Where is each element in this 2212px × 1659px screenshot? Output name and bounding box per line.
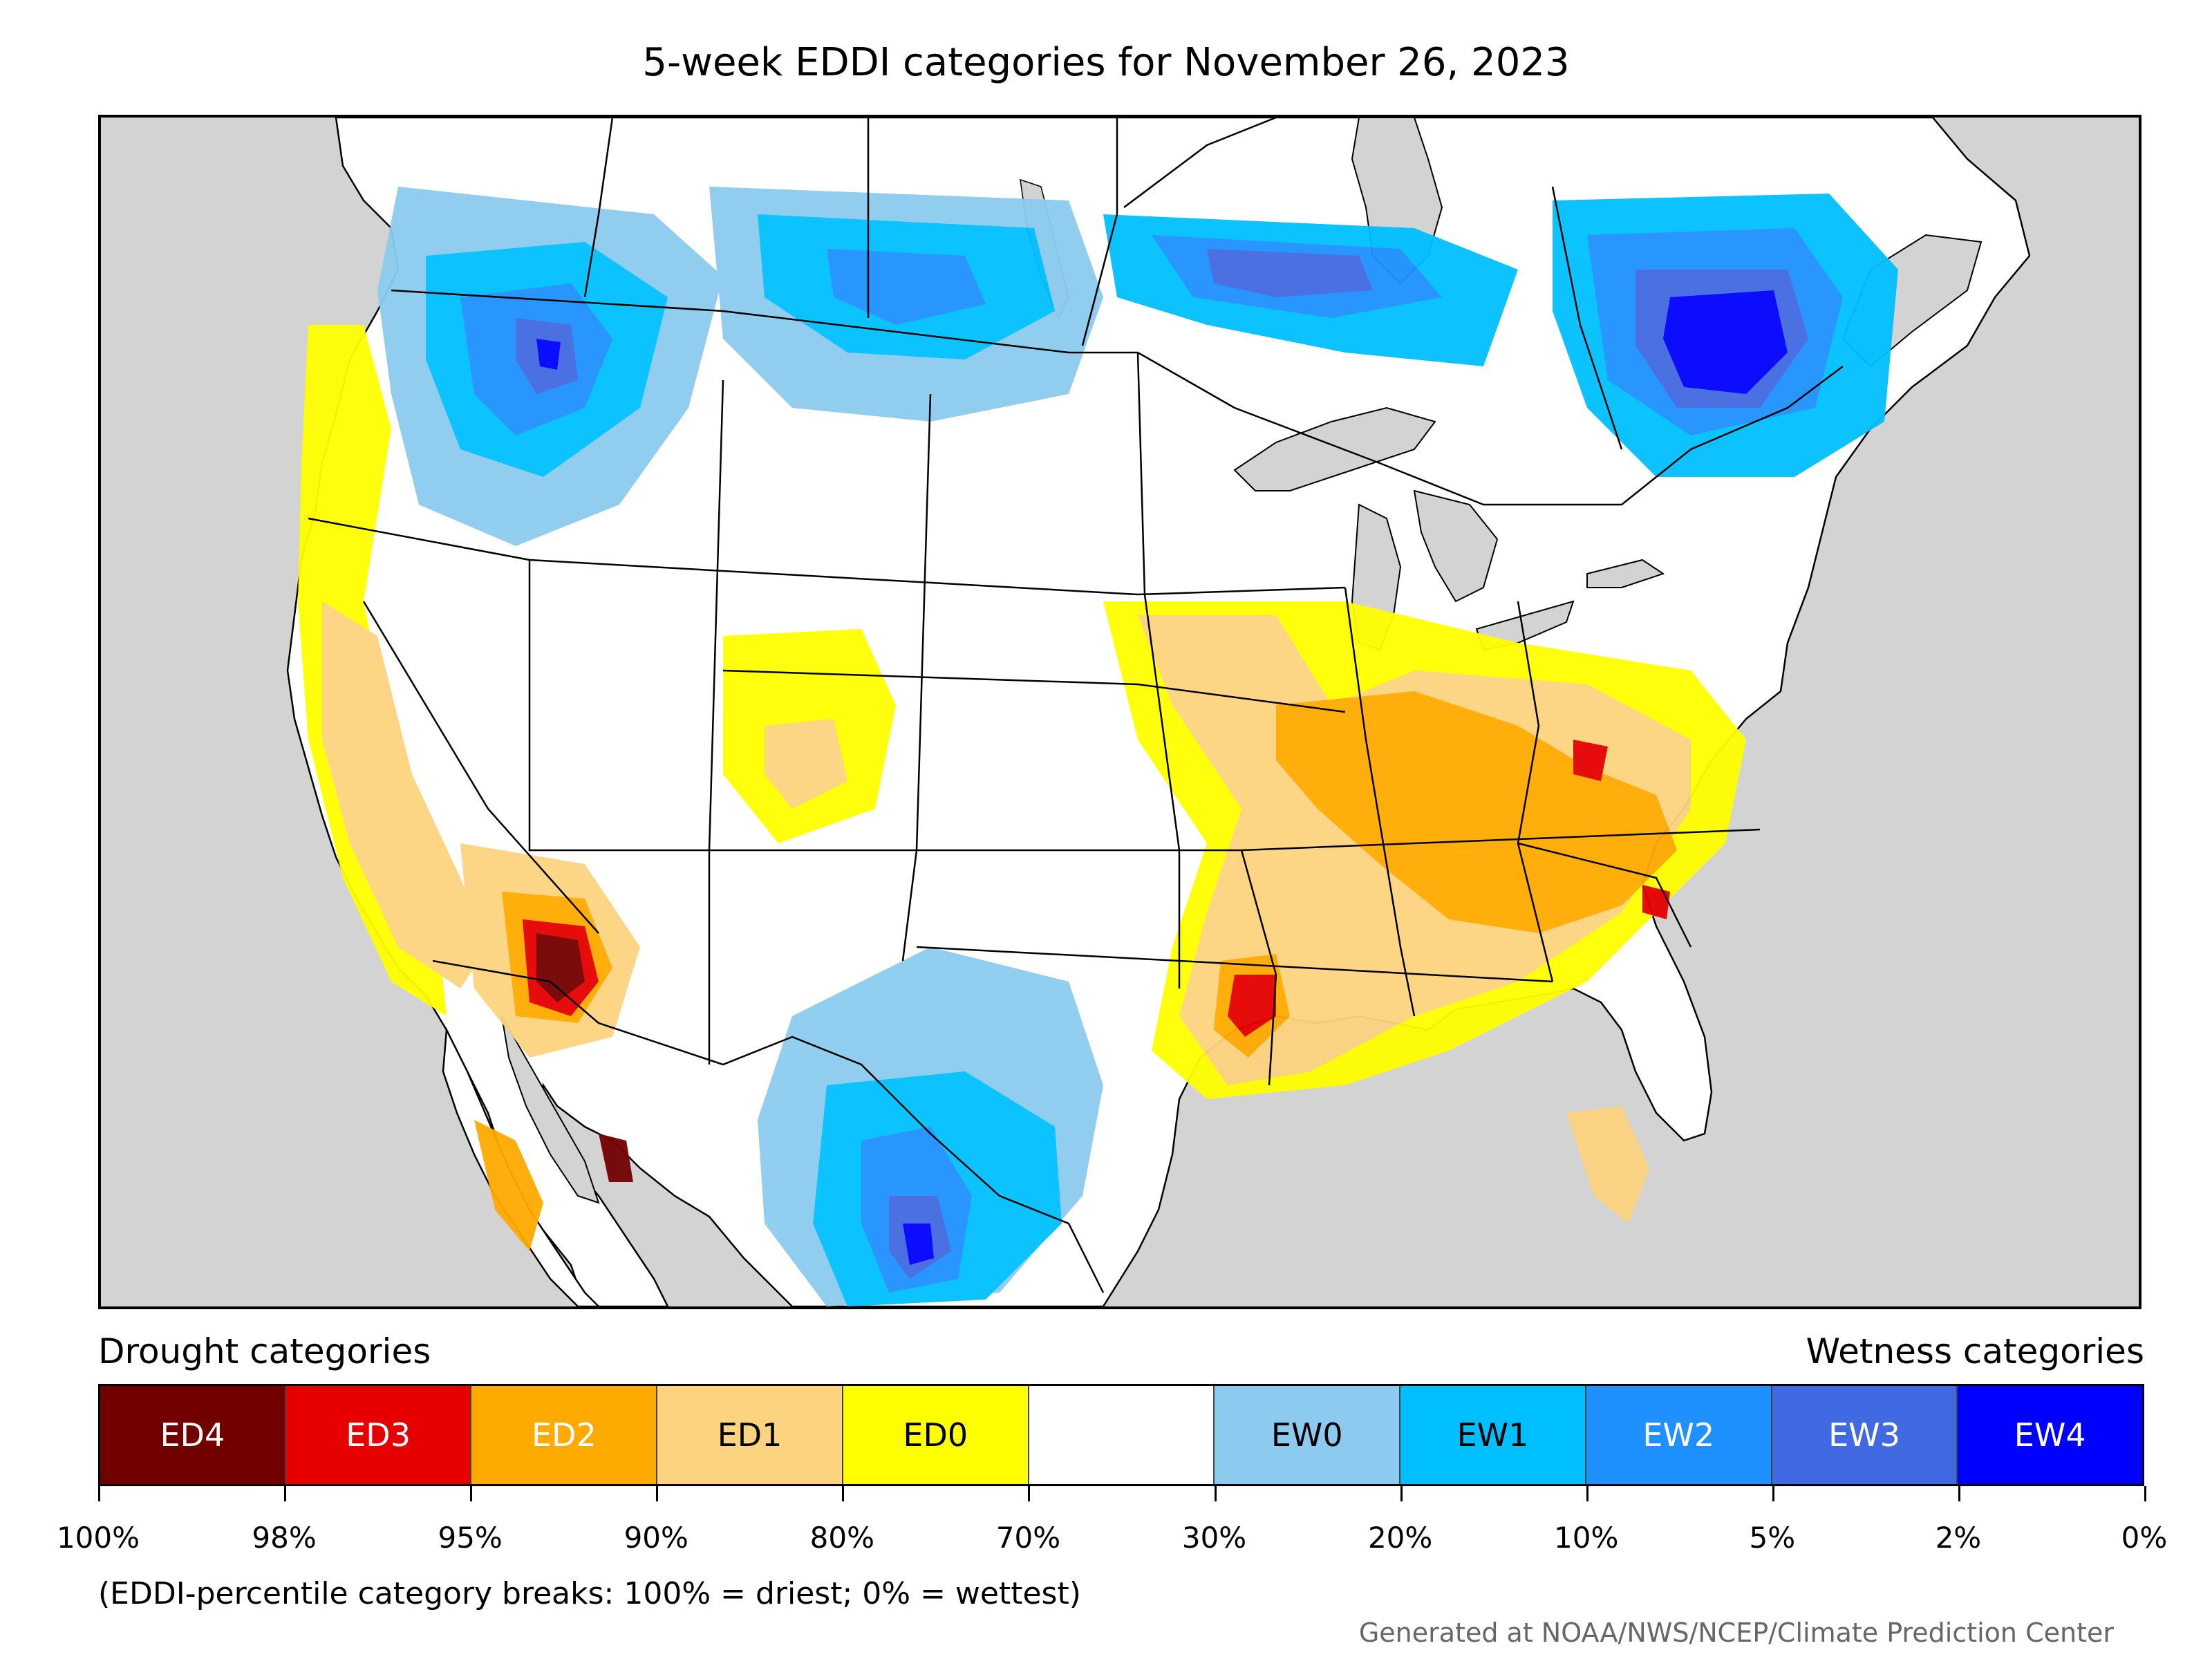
dry-sonora-ed4 xyxy=(599,1134,633,1182)
drought-categories-label: Drought categories xyxy=(98,1331,431,1371)
dry-florida-ed1 xyxy=(1566,1106,1649,1224)
colorbar-tick xyxy=(1586,1486,1588,1501)
wet-ontario-ew3 xyxy=(1207,249,1373,297)
province-border-4 xyxy=(1123,118,1277,208)
colorbar-tick-label: 20% xyxy=(1367,1521,1433,1555)
colorbar-tick-label: 0% xyxy=(2121,1521,2168,1555)
colorbar-tick xyxy=(1958,1486,1960,1501)
legend-category-ew2: EW2 xyxy=(1586,1386,1772,1484)
wet-quebec-ew4 xyxy=(1663,290,1788,394)
state-border-8 xyxy=(1517,601,1554,982)
legend-category-ed0: ED0 xyxy=(843,1386,1029,1484)
legend-category-ed4: ED4 xyxy=(100,1386,286,1484)
legend-category-ed2: ED2 xyxy=(471,1386,658,1484)
state-border-7 xyxy=(1344,587,1416,1017)
wet-texas-ew4 xyxy=(903,1224,934,1265)
colorbar-tick-label: 10% xyxy=(1554,1521,1619,1555)
province-border-5 xyxy=(1551,186,1623,450)
dry-mississippi-ed3 xyxy=(1228,975,1276,1037)
legend-category-ew4: EW4 xyxy=(1958,1386,2143,1484)
colorbar-tick-label: 100% xyxy=(56,1521,140,1555)
colorbar-tick xyxy=(2144,1486,2146,1501)
wet-northern-plains-ew2 xyxy=(827,249,986,325)
eddi-map xyxy=(98,115,2141,1309)
political-borders xyxy=(308,118,1844,1293)
dry-virginia-ed3 xyxy=(1573,740,1608,781)
gulf-of-california xyxy=(501,1015,600,1204)
dry-california-ed1 xyxy=(322,601,488,988)
legend-category-ew3: EW3 xyxy=(1772,1386,1958,1484)
legend-category-normal xyxy=(1029,1386,1215,1484)
wetness-areas xyxy=(377,187,1898,1306)
state-border-3 xyxy=(362,601,599,934)
drought-areas xyxy=(298,325,1746,1251)
colorbar-tick-label: 98% xyxy=(252,1521,317,1555)
dry-ohio-valley-ed2 xyxy=(1276,691,1677,933)
colorbar-tick xyxy=(470,1486,473,1501)
colorbar-tick-label: 2% xyxy=(1935,1521,1982,1555)
colorbar-tick xyxy=(1772,1486,1774,1501)
lake-superior xyxy=(1233,406,1436,491)
category-note: (EDDI-percentile category breaks: 100% =… xyxy=(98,1576,1081,1611)
wet-northwest-ew4 xyxy=(536,339,561,370)
colorbar-tick xyxy=(842,1486,845,1501)
dry-baja-ed2 xyxy=(474,1120,543,1251)
colorbar-tick-label: 30% xyxy=(1181,1521,1247,1555)
credit-line: Generated at NOAA/NWS/NCEP/Climate Predi… xyxy=(1358,1618,2114,1648)
colorbar-tick-label: 70% xyxy=(995,1521,1061,1555)
state-border-11 xyxy=(1240,850,1277,1086)
colorbar-tick-label: 5% xyxy=(1749,1521,1796,1555)
state-border-1 xyxy=(308,517,1346,596)
state-border-12 xyxy=(1517,842,1692,948)
colorbar-tick-label: 80% xyxy=(809,1521,875,1555)
lake-ontario xyxy=(1586,559,1665,588)
province-border-3 xyxy=(1081,118,1118,346)
colorbar-tick xyxy=(284,1486,287,1501)
map-canvas xyxy=(101,118,2139,1306)
state-border-9 xyxy=(722,669,1346,713)
legend-category-ed1: ED1 xyxy=(657,1386,843,1484)
colorbar-tick xyxy=(1214,1486,1217,1501)
us-mexico-border xyxy=(432,959,1105,1293)
wetness-categories-label: Wetness categories xyxy=(1806,1331,2144,1371)
category-colorbar: ED4 ED3 ED2 ED1 ED0 EW0 EW1 EW2 EW3 EW4 xyxy=(98,1384,2144,1486)
state-border-6 xyxy=(1136,352,1181,988)
us-canada-border xyxy=(391,289,1844,506)
map-title: 5-week EDDI categories for November 26, … xyxy=(642,40,1570,85)
dry-colorado-ed1 xyxy=(765,719,847,809)
state-border-2 xyxy=(528,560,1761,852)
lake-huron xyxy=(1413,489,1499,603)
state-border-10 xyxy=(916,946,1553,983)
dry-southwest-ed4 xyxy=(536,933,585,1002)
colorbar-tick xyxy=(656,1486,659,1501)
percentile-ticks: 100% 98% 95% 90% 80% 70% 30% 20% 10% 5% 2% 0% xyxy=(57,1486,2167,1569)
legend-category-ew0: EW0 xyxy=(1215,1386,1401,1484)
state-border-5 xyxy=(901,393,932,962)
legend-category-ed3: ED3 xyxy=(285,1386,472,1484)
legend-category-ew1: EW1 xyxy=(1400,1386,1586,1484)
province-border-1 xyxy=(583,118,614,298)
state-border-4 xyxy=(708,379,724,1065)
colorbar-tick xyxy=(1400,1486,1403,1501)
colorbar-tick xyxy=(1028,1486,1031,1501)
colorbar-tick-label: 95% xyxy=(438,1521,503,1555)
colorbar-tick-label: 90% xyxy=(624,1521,688,1555)
colorbar-tick xyxy=(98,1486,100,1501)
